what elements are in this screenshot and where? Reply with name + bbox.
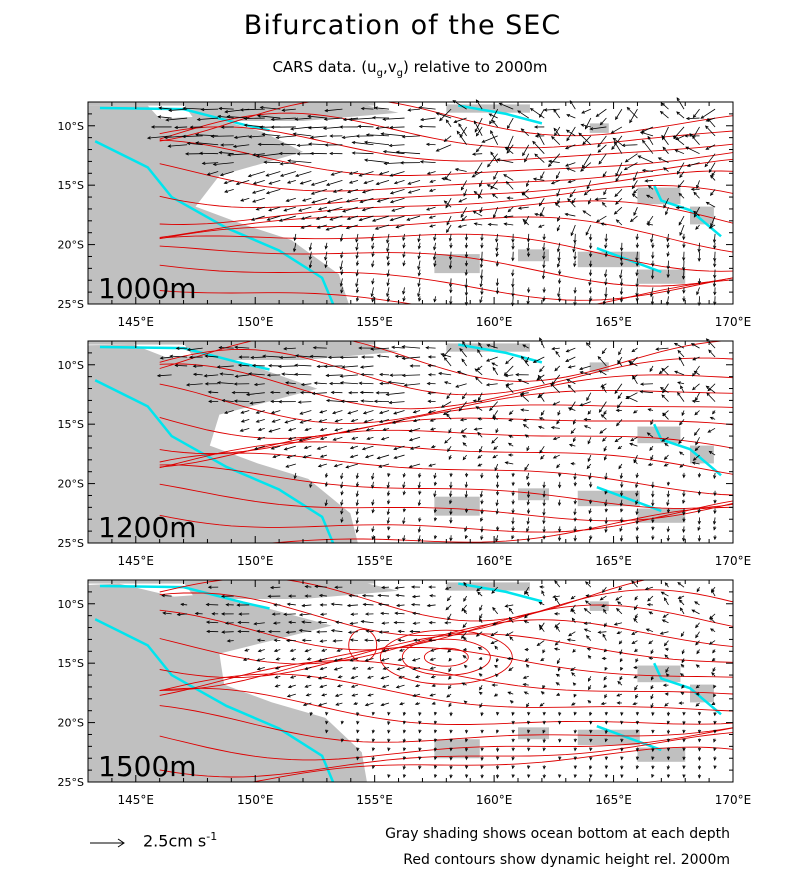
lon-tick-label: 145°E — [118, 793, 155, 807]
bottom-shading-block — [518, 488, 550, 501]
bottom-shading-block — [577, 490, 640, 507]
dynamic-height-contour — [159, 673, 733, 712]
lon-tick-label: 165°E — [595, 315, 632, 329]
lat-tick-label: 10°S — [58, 120, 84, 133]
vector-scale-legend: 2.5cm s-1 — [143, 830, 217, 850]
lat-tick-label: 20°S — [58, 717, 84, 730]
subtitle-sub-u: g — [376, 68, 383, 79]
lon-tick-label: 150°E — [237, 554, 274, 568]
dynamic-height-contour — [159, 464, 733, 509]
lon-tick-label: 145°E — [118, 315, 155, 329]
lon-tick-label: 150°E — [237, 315, 274, 329]
dynamic-height-contour — [159, 705, 733, 743]
dynamic-height-contour — [159, 604, 733, 651]
bottom-shading-block — [434, 254, 480, 274]
bottom-shading-block — [446, 582, 530, 591]
lat-tick-label: 25°S — [58, 298, 84, 311]
lon-tick-label: 165°E — [595, 554, 632, 568]
land-shading — [88, 344, 358, 543]
dynamic-height-contour — [159, 170, 733, 209]
dynamic-height-contour — [159, 383, 733, 424]
bottom-shading-block — [518, 727, 550, 740]
dynamic-height-contour — [159, 417, 733, 454]
scale-value: 2.5cm s — [143, 831, 207, 851]
dynamic-height-contour — [159, 441, 733, 475]
depth-label: 1000m — [98, 272, 197, 305]
bottom-shading-block — [637, 747, 686, 762]
coastline — [94, 140, 335, 304]
lon-tick-label: 155°E — [356, 554, 393, 568]
current-vectors — [156, 337, 717, 543]
figure-subtitle: CARS data. (ug,vg) relative to 2000m — [0, 58, 805, 79]
dynamic-height-contour — [159, 404, 733, 439]
lat-tick-label: 15°S — [58, 657, 84, 670]
scale-exponent: -1 — [206, 830, 218, 843]
lon-tick-label: 170°E — [715, 554, 752, 568]
bottom-shading-block — [577, 251, 640, 268]
lat-tick-label: 10°S — [58, 598, 84, 611]
map-panel-1000m: 10°S 15°S 20°S 25°S 145°E 150°E 155°E 160°E 165°… — [58, 97, 752, 329]
lon-tick-label: 145°E — [118, 554, 155, 568]
lon-tick-label: 155°E — [356, 793, 393, 807]
lon-tick-label: 170°E — [715, 315, 752, 329]
lon-tick-label: 155°E — [356, 315, 393, 329]
lon-tick-label: 160°E — [476, 793, 513, 807]
current-vectors — [146, 97, 717, 307]
subtitle-prefix: CARS data. (u — [272, 58, 377, 76]
dynamic-height-contour — [159, 216, 733, 253]
plot-frame — [87, 101, 734, 305]
plot-frame — [87, 579, 734, 783]
dynamic-height-contour — [159, 158, 733, 192]
depth-label: 1500m — [98, 750, 197, 783]
note-shading: Gray shading shows ocean bottom at each … — [385, 826, 730, 842]
lat-tick-label: 20°S — [58, 478, 84, 491]
lat-tick-label: 15°S — [58, 418, 84, 431]
dynamic-height-contour — [159, 264, 733, 301]
lat-tick-label: 15°S — [58, 179, 84, 192]
lat-tick-label: 10°S — [58, 359, 84, 372]
lon-tick-label: 150°E — [237, 793, 274, 807]
bottom-shading-block — [446, 104, 530, 113]
bottom-shading-block — [434, 739, 480, 759]
bottom-shading-block — [518, 249, 550, 262]
coastline — [94, 618, 335, 782]
lon-tick-label: 170°E — [715, 793, 752, 807]
dynamic-height-contour — [159, 126, 733, 162]
lat-tick-label: 20°S — [58, 239, 84, 252]
coastline — [94, 379, 335, 543]
subtitle-sub-v: g — [396, 68, 403, 79]
lat-tick-label: 25°S — [58, 537, 84, 550]
map-panel-1200m: 10°S 15°S 20°S 25°S 145°E 150°E 155°E 160°E 165°… — [58, 337, 752, 568]
bottom-shading-block — [637, 269, 686, 284]
dynamic-height-contour — [159, 660, 733, 696]
dynamic-height-contour — [159, 341, 733, 382]
dynamic-height-contour — [159, 200, 733, 238]
plot-frame — [87, 340, 734, 544]
bottom-shading-block — [589, 601, 609, 611]
current-vectors — [161, 580, 717, 779]
figure-title: Bifurcation of the SEC — [243, 10, 562, 41]
lon-tick-label: 160°E — [476, 315, 513, 329]
subtitle-mid: ,v — [382, 58, 397, 76]
depth-label: 1200m — [98, 511, 197, 544]
lon-tick-label: 160°E — [476, 554, 513, 568]
bottom-shading-block — [690, 684, 714, 703]
subtitle-suffix: ) relative to 2000m — [402, 58, 548, 76]
map-panel-1500m: 10°S 15°S 20°S 25°S 145°E 150°E 155°E 160°E 165°… — [58, 579, 752, 807]
dynamic-height-contour — [159, 633, 733, 678]
dynamic-height-contour — [159, 619, 733, 665]
bottom-shading-block — [589, 362, 609, 372]
note-contours: Red contours show dynamic height rel. 20… — [403, 852, 730, 868]
lat-tick-label: 25°S — [58, 776, 84, 789]
land-shading — [88, 583, 367, 782]
bottom-shading-block — [577, 729, 640, 746]
dynamic-height-contour — [159, 727, 733, 761]
dynamic-height-contour — [159, 646, 733, 691]
dynamic-height-contour — [159, 348, 733, 396]
bottom-shading-block — [434, 496, 480, 516]
bottom-shading-block — [446, 343, 530, 352]
lon-tick-label: 165°E — [595, 793, 632, 807]
